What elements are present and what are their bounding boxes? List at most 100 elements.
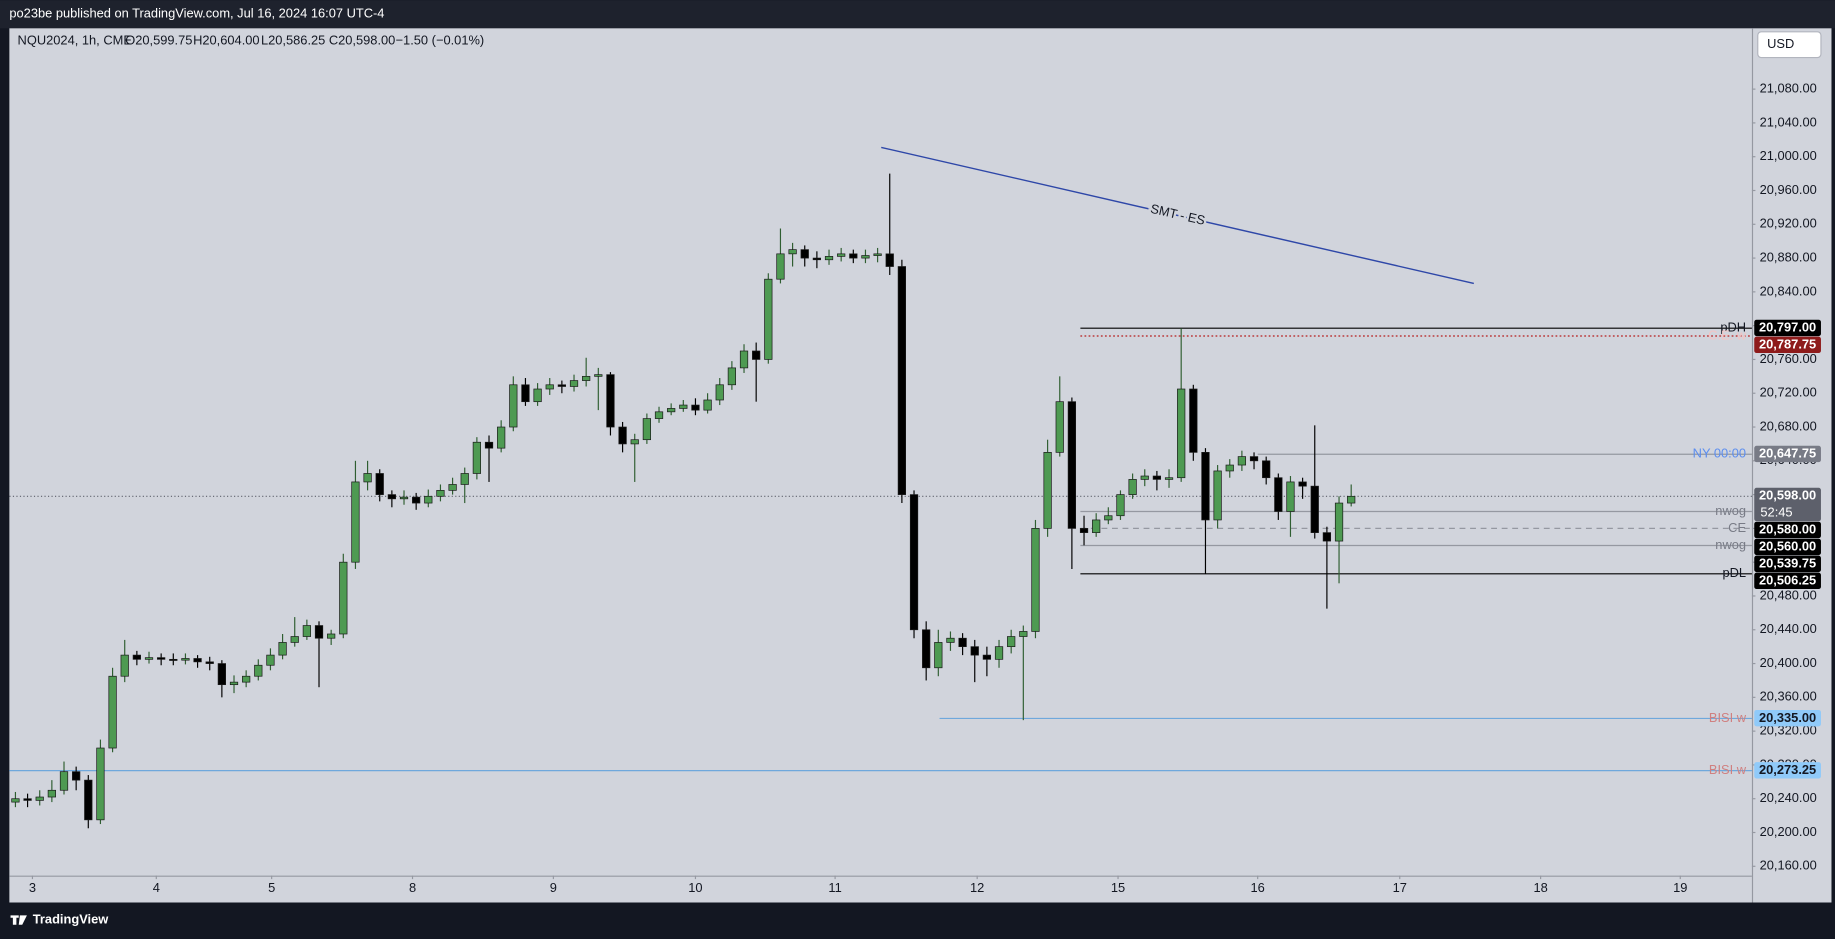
- candle-body: [557, 384, 566, 387]
- x-tick-label: 12: [970, 880, 984, 895]
- candle-body: [1201, 452, 1210, 521]
- candle-body: [824, 256, 834, 261]
- x-tick-label: 15: [1111, 880, 1125, 895]
- candle-body: [1177, 388, 1186, 479]
- x-tick-label: 10: [688, 880, 702, 895]
- candle-body: [946, 637, 955, 643]
- candle-body: [1152, 475, 1162, 480]
- candle-body: [885, 253, 894, 267]
- price-badge-label: 20,560.00: [1759, 539, 1816, 554]
- y-tick-label: 20,840.00: [1760, 283, 1817, 298]
- candle-body: [691, 404, 700, 411]
- candle-body: [994, 646, 1004, 660]
- candle-body: [23, 798, 32, 801]
- legend-low: L20,586.25: [261, 33, 325, 48]
- candle-body: [1286, 481, 1295, 512]
- candle-body: [497, 426, 506, 449]
- level-label: NY 00:00: [1693, 446, 1746, 461]
- candle-body: [1067, 401, 1077, 529]
- price-badge: [1754, 336, 1821, 354]
- candle-body: [909, 494, 919, 631]
- y-tick-label: 20,160.00: [1760, 858, 1817, 873]
- brand-logo: [10, 915, 27, 925]
- candle-body: [545, 384, 554, 390]
- candle-body: [654, 411, 664, 419]
- candle-body: [1092, 519, 1101, 533]
- candle-body: [181, 658, 190, 661]
- candle-body: [169, 658, 178, 661]
- y-tick-label: 20,440.00: [1760, 621, 1817, 636]
- candle-body: [679, 404, 688, 409]
- price-badge-label: 20,506.25: [1759, 573, 1816, 588]
- candle-body: [934, 642, 943, 669]
- price-badge: [1754, 521, 1821, 539]
- candle-body: [776, 253, 785, 280]
- candle-body: [436, 490, 445, 497]
- price-badge-label: 20,787.75: [1759, 337, 1816, 352]
- x-tick-label: 16: [1251, 880, 1265, 895]
- y-tick-label: 20,240.00: [1760, 790, 1817, 805]
- price-badge-label: 20,647.75: [1759, 446, 1816, 461]
- price-badge-label: 20,539.75: [1759, 556, 1816, 571]
- candle-body: [703, 399, 712, 411]
- candle-body: [1104, 515, 1113, 521]
- currency-button[interactable]: [1757, 31, 1822, 59]
- candle-body: [1043, 452, 1052, 529]
- candle-body: [193, 658, 202, 663]
- price-badge-label: 20,273.25: [1759, 762, 1816, 777]
- candle-body: [412, 496, 421, 504]
- x-tick-label: 5: [268, 880, 275, 895]
- candle-body: [521, 384, 530, 403]
- candle-body: [375, 473, 384, 495]
- candle-body: [812, 257, 821, 261]
- candle-body: [302, 625, 311, 637]
- candle-body: [1213, 470, 1222, 521]
- x-tick-label: 4: [153, 880, 160, 895]
- candle-body: [59, 771, 69, 791]
- y-tick-label: 21,080.00: [1760, 81, 1817, 96]
- candle-body: [1140, 475, 1149, 480]
- y-tick-label: 20,400.00: [1760, 655, 1817, 670]
- candle-body: [606, 374, 615, 428]
- candle-body: [472, 441, 481, 474]
- candle-body: [1031, 528, 1040, 632]
- candle-body: [1347, 495, 1356, 504]
- candle-body: [484, 441, 494, 449]
- candle-body: [108, 675, 117, 749]
- candle-body: [582, 375, 591, 381]
- price-badge-label: 20,580.00: [1759, 522, 1816, 537]
- candle-body: [533, 388, 542, 403]
- y-tick-label: 20,960.00: [1760, 182, 1817, 197]
- candle-body: [849, 253, 858, 259]
- candle-body: [47, 789, 56, 798]
- candle-body: [217, 663, 226, 686]
- candle-body: [96, 747, 105, 821]
- legend-high: H20,604.00: [193, 33, 260, 48]
- countdown: 52:45: [1760, 505, 1792, 520]
- candle-body: [1019, 631, 1028, 637]
- legend-close: C20,598.00: [329, 33, 396, 48]
- price-badge: [1754, 319, 1821, 337]
- x-tick-label: 11: [828, 880, 841, 895]
- currency-label[interactable]: USD: [1767, 36, 1794, 51]
- price-badge: [1754, 555, 1821, 573]
- candle-body: [327, 633, 336, 639]
- candle-body: [1310, 485, 1319, 533]
- x-tick-label: 19: [1673, 880, 1687, 895]
- candle-body: [618, 426, 627, 445]
- level-label: nwog: [1715, 503, 1746, 518]
- candle-body: [72, 771, 81, 781]
- y-tick-label: 20,200.00: [1760, 824, 1817, 839]
- candle-body: [861, 255, 870, 259]
- candle-body: [837, 253, 846, 257]
- candle-body: [290, 636, 299, 643]
- level-label: nwog: [1715, 537, 1746, 552]
- candle-body: [424, 495, 433, 504]
- price-badge: [1754, 762, 1821, 779]
- candle-body: [254, 664, 263, 677]
- candle-body: [363, 473, 372, 483]
- candle-body: [351, 481, 360, 563]
- candle-body: [970, 646, 979, 656]
